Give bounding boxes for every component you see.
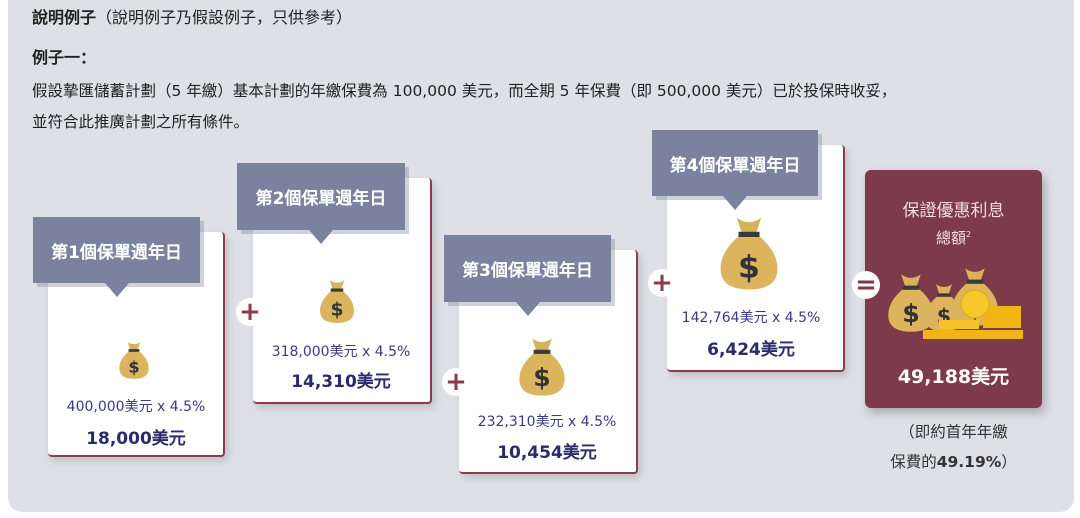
card-1-calc: 400,000美元 x 4.5% [66,399,206,415]
card-2-label: 第2個保單週年日 [237,163,405,244]
card-3-calc: 232,310美元 x 4.5% [477,414,617,430]
plus-icon: + [442,368,470,396]
card-2-calc: 318,000美元 x 4.5% [271,344,411,360]
total-interest-card: 保證優惠利息 總額2 49,188美元 [865,170,1042,408]
money-bag-icon [316,276,358,324]
total-note-line-2: 保費的49.19%） [890,453,1017,471]
card-3-label: 第3個保單週年日 [444,235,611,316]
card-4-label: 第4個保單週年日 [652,130,818,210]
card-4-calc: 142,764美元 x 4.5% [681,310,821,326]
card-4-result: 6,424美元 [707,340,795,360]
plus-icon: + [648,269,676,297]
total-title: 保證優惠利息 [902,201,1005,221]
money-bag-icon [514,333,570,397]
money-bag-icon [116,338,152,380]
total-note-line-1: （即約首年年繳 [899,423,1008,441]
card-2-result: 14,310美元 [291,372,391,392]
card-1-result: 18,000美元 [86,429,186,449]
example-description: 假設摯匯儲蓄計劃（5 年繳）基本計劃的年繳保費為 100,000 美元，而全期 … [32,82,897,131]
money-bag-icon [714,210,784,292]
equals-icon: = [852,271,880,299]
plus-icon: + [236,298,264,326]
section-heading: 說明例子（說明例子乃假設例子，只供參考） [32,8,353,27]
total-amount: 49,188美元 [897,366,1010,388]
total-title-2: 總額 [935,229,966,247]
money-bags-coins-icon [888,268,1023,339]
card-1-label: 第1個保單週年日 [33,217,200,297]
card-3-result: 10,454美元 [497,443,597,463]
example-title: 例子一： [32,48,97,67]
footnote-marker: 2 [965,230,972,239]
